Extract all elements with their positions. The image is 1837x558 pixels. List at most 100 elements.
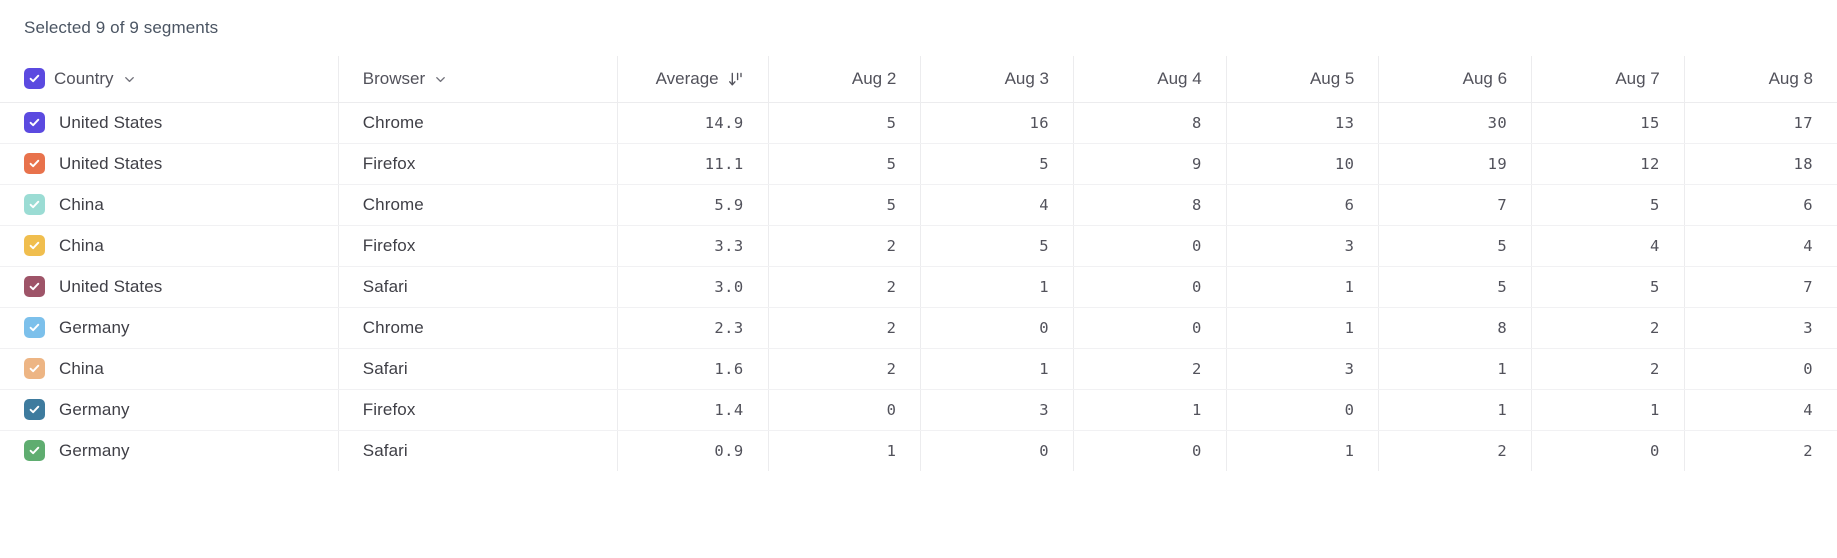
segment-checkbox[interactable] bbox=[24, 276, 45, 297]
cell-average: 0.9 bbox=[617, 430, 769, 471]
sort-descending-icon[interactable] bbox=[728, 71, 744, 88]
cell-aug5: 1 bbox=[1225, 307, 1379, 349]
cell-browser: Chrome bbox=[337, 184, 618, 226]
cell-aug4: 8 bbox=[1073, 184, 1227, 226]
column-header-aug3[interactable]: Aug 3 bbox=[920, 56, 1074, 103]
country-label: Germany bbox=[59, 399, 130, 419]
table-row[interactable]: United States Safari 3.0 2 1 0 1 5 5 7 bbox=[0, 266, 1837, 308]
cell-aug5: 13 bbox=[1225, 102, 1379, 144]
cell-aug8: 18 bbox=[1683, 143, 1837, 185]
cell-aug3: 5 bbox=[920, 143, 1074, 185]
table-row[interactable]: China Safari 1.6 2 1 2 3 1 2 0 bbox=[0, 348, 1837, 390]
cell-country[interactable]: China bbox=[0, 184, 339, 226]
cell-aug6: 7 bbox=[1378, 184, 1532, 226]
cell-aug2: 5 bbox=[767, 184, 921, 226]
column-header-aug6[interactable]: Aug 6 bbox=[1378, 56, 1532, 103]
cell-country[interactable]: United States bbox=[0, 102, 339, 144]
cell-aug4: 0 bbox=[1073, 307, 1227, 349]
column-header-country[interactable]: Country bbox=[0, 56, 339, 103]
table-row[interactable]: Germany Firefox 1.4 0 3 1 0 1 1 4 bbox=[0, 389, 1837, 431]
cell-browser: Chrome bbox=[337, 307, 618, 349]
table-row[interactable]: Germany Safari 0.9 1 0 0 1 2 0 2 bbox=[0, 430, 1837, 471]
cell-country[interactable]: United States bbox=[0, 266, 339, 308]
column-header-average-label: Average bbox=[655, 68, 719, 88]
cell-aug5: 6 bbox=[1225, 184, 1379, 226]
cell-aug5: 3 bbox=[1225, 348, 1379, 390]
cell-aug5: 3 bbox=[1225, 225, 1379, 267]
cell-aug6: 1 bbox=[1378, 389, 1532, 431]
cell-country[interactable]: China bbox=[0, 225, 339, 267]
country-label: United States bbox=[59, 276, 163, 296]
cell-aug8: 4 bbox=[1683, 225, 1837, 267]
chevron-down-icon[interactable] bbox=[434, 73, 447, 86]
chevron-down-icon[interactable] bbox=[123, 73, 136, 86]
cell-aug2: 5 bbox=[767, 143, 921, 185]
segment-checkbox[interactable] bbox=[24, 317, 45, 338]
cell-aug6: 5 bbox=[1378, 266, 1532, 308]
column-header-country-label: Country bbox=[54, 68, 114, 88]
table-row[interactable]: China Firefox 3.3 2 5 0 3 5 4 4 bbox=[0, 225, 1837, 267]
cell-country[interactable]: China bbox=[0, 348, 339, 390]
cell-country[interactable]: United States bbox=[0, 143, 339, 185]
cell-aug6: 19 bbox=[1378, 143, 1532, 185]
cell-aug2: 2 bbox=[767, 348, 921, 390]
cell-aug8: 2 bbox=[1683, 430, 1837, 471]
cell-aug5: 1 bbox=[1225, 430, 1379, 471]
cell-aug4: 8 bbox=[1073, 102, 1227, 144]
column-header-browser[interactable]: Browser bbox=[337, 56, 618, 103]
status-bar: Selected 9 of 9 segments bbox=[0, 0, 1837, 56]
column-header-aug5[interactable]: Aug 5 bbox=[1225, 56, 1379, 103]
cell-average: 11.1 bbox=[617, 143, 769, 185]
cell-aug2: 2 bbox=[767, 266, 921, 308]
table-header: Country Browser bbox=[0, 56, 1837, 103]
cell-aug2: 2 bbox=[767, 307, 921, 349]
cell-aug7: 5 bbox=[1531, 266, 1685, 308]
segment-checkbox[interactable] bbox=[24, 235, 45, 256]
cell-aug7: 1 bbox=[1531, 389, 1685, 431]
country-label: Germany bbox=[59, 317, 130, 337]
cell-average: 2.3 bbox=[617, 307, 769, 349]
column-header-aug7[interactable]: Aug 7 bbox=[1531, 56, 1685, 103]
cell-aug4: 0 bbox=[1073, 430, 1227, 471]
cell-aug7: 12 bbox=[1531, 143, 1685, 185]
cell-average: 14.9 bbox=[617, 102, 769, 144]
table-row[interactable]: United States Chrome 14.9 5 16 8 13 30 15 17 bbox=[0, 102, 1837, 144]
cell-average: 3.3 bbox=[617, 225, 769, 267]
cell-browser: Safari bbox=[337, 430, 618, 471]
cell-aug6: 1 bbox=[1378, 348, 1532, 390]
cell-aug5: 10 bbox=[1225, 143, 1379, 185]
segment-checkbox[interactable] bbox=[24, 194, 45, 215]
table-row[interactable]: China Chrome 5.9 5 4 8 6 7 5 6 bbox=[0, 184, 1837, 226]
cell-average: 3.0 bbox=[617, 266, 769, 308]
cell-browser: Firefox bbox=[337, 225, 618, 267]
segment-checkbox[interactable] bbox=[24, 153, 45, 174]
cell-aug7: 4 bbox=[1531, 225, 1685, 267]
country-label: Germany bbox=[59, 440, 130, 460]
column-header-aug4[interactable]: Aug 4 bbox=[1073, 56, 1227, 103]
cell-browser: Safari bbox=[337, 266, 618, 308]
column-header-aug2[interactable]: Aug 2 bbox=[767, 56, 921, 103]
cell-country[interactable]: Germany bbox=[0, 307, 339, 349]
table-row[interactable]: Germany Chrome 2.3 2 0 0 1 8 2 3 bbox=[0, 307, 1837, 349]
segment-checkbox[interactable] bbox=[24, 112, 45, 133]
cell-aug7: 0 bbox=[1531, 430, 1685, 471]
cell-aug3: 0 bbox=[920, 430, 1074, 471]
cell-aug2: 0 bbox=[767, 389, 921, 431]
column-header-average[interactable]: Average bbox=[617, 56, 769, 103]
country-label: United States bbox=[59, 153, 163, 173]
browser-label: Firefox bbox=[362, 399, 416, 419]
segment-checkbox[interactable] bbox=[24, 440, 45, 462]
column-header-aug8[interactable]: Aug 8 bbox=[1683, 56, 1837, 103]
table-header-row: Country Browser bbox=[0, 56, 1837, 103]
cell-aug4: 9 bbox=[1073, 143, 1227, 185]
cell-country[interactable]: Germany bbox=[0, 430, 338, 471]
selected-segments-status: Selected 9 of 9 segments bbox=[24, 18, 219, 37]
table-row[interactable]: United States Firefox 11.1 5 5 9 10 19 12 18 bbox=[0, 143, 1837, 185]
cell-aug5: 1 bbox=[1225, 266, 1379, 308]
cell-country[interactable]: Germany bbox=[0, 389, 339, 431]
segment-checkbox[interactable] bbox=[24, 399, 45, 420]
segment-checkbox[interactable] bbox=[24, 358, 45, 379]
cell-average: 1.4 bbox=[617, 389, 769, 431]
select-all-checkbox[interactable] bbox=[24, 68, 45, 90]
